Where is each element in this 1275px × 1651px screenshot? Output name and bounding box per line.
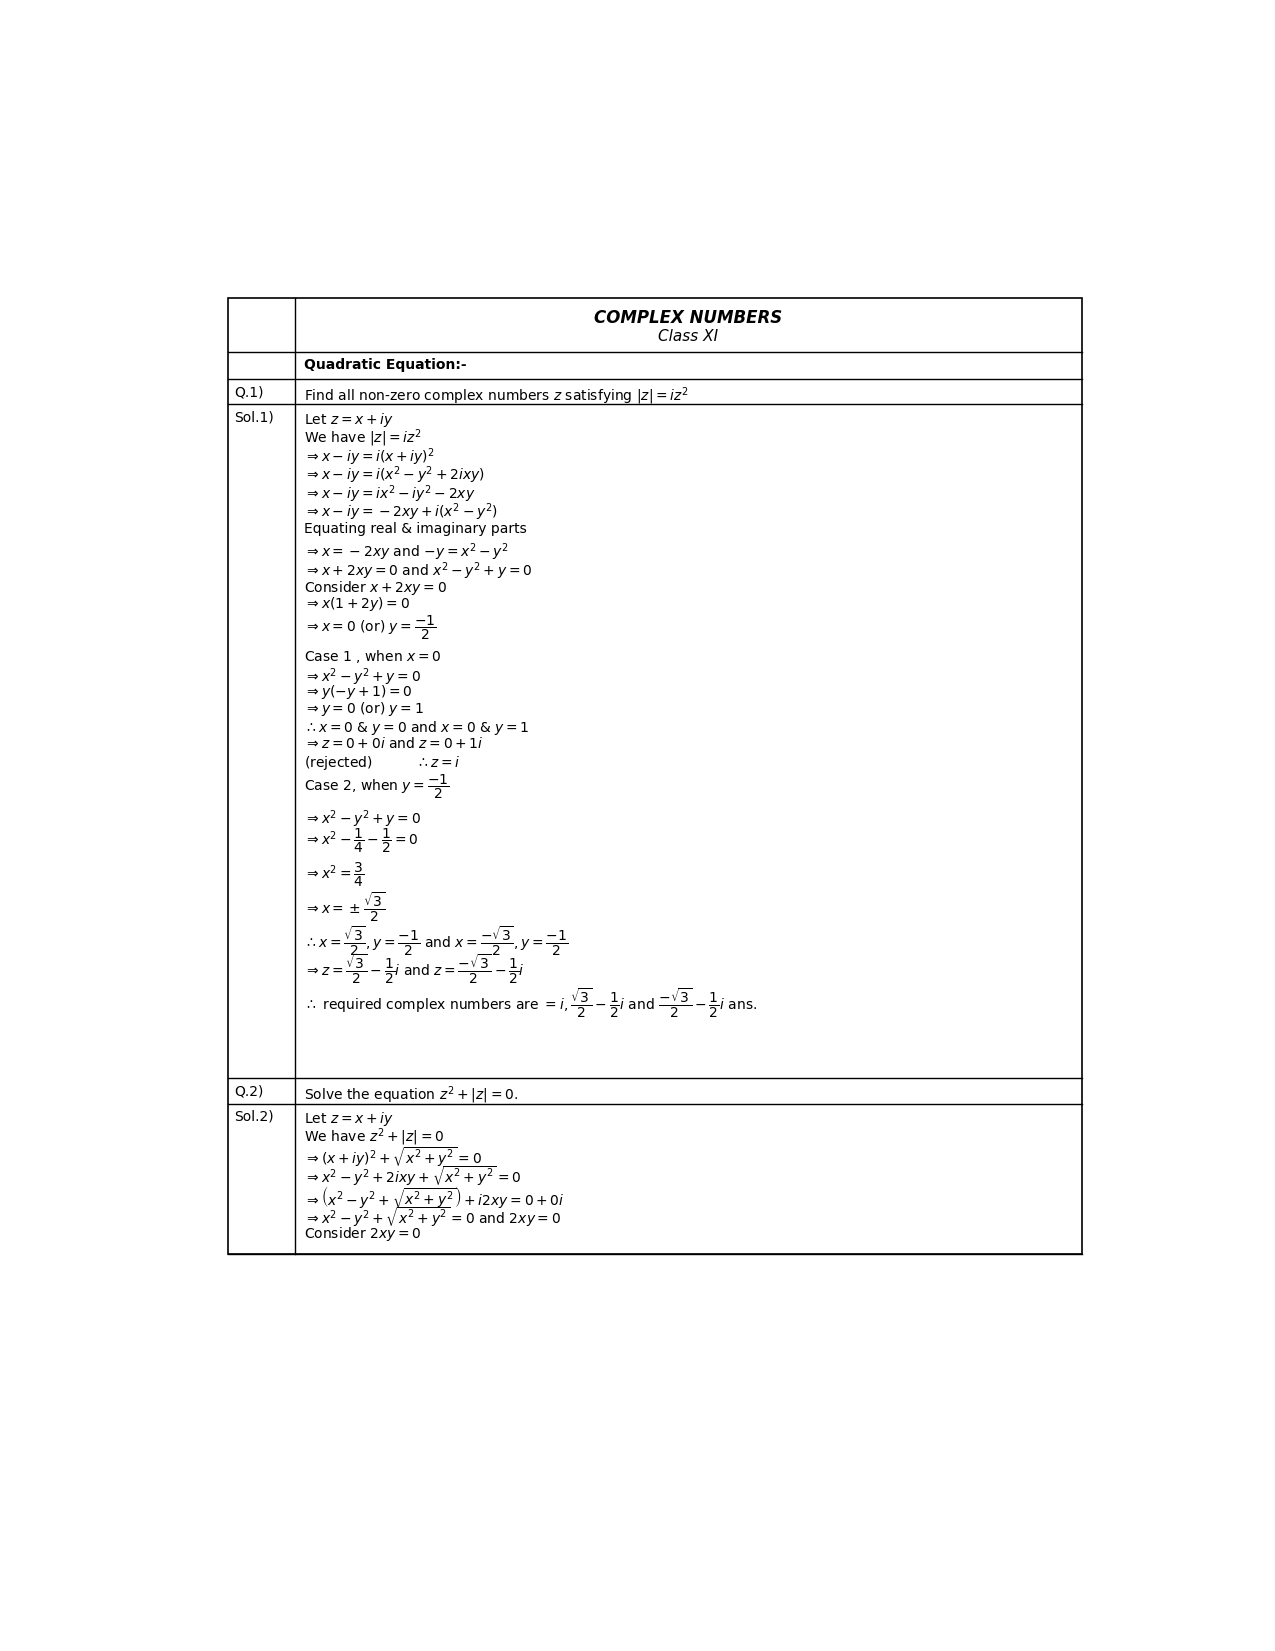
Text: Case 2, when $y = \dfrac{-1}{2}$: Case 2, when $y = \dfrac{-1}{2}$ (305, 773, 450, 801)
Text: Case 1 , when $x = 0$: Case 1 , when $x = 0$ (305, 647, 441, 665)
Text: $\Rightarrow x + 2xy = 0$ and $x^2 - y^2 + y = 0$: $\Rightarrow x + 2xy = 0$ and $x^2 - y^2… (305, 560, 533, 581)
Text: Q.2): Q.2) (233, 1085, 263, 1098)
Text: $\Rightarrow x - iy = ix^2 - iy^2 - 2xy$: $\Rightarrow x - iy = ix^2 - iy^2 - 2xy$ (305, 484, 476, 505)
Text: We have $|z| = iz^2$: We have $|z| = iz^2$ (305, 428, 422, 449)
Text: Find all non-zero complex numbers $z$ satisfying $|z| = iz^2$: Find all non-zero complex numbers $z$ sa… (305, 385, 688, 406)
Text: $\Rightarrow x - iy = -2xy + i(x^2 - y^2)$: $\Rightarrow x - iy = -2xy + i(x^2 - y^2… (305, 502, 499, 523)
Bar (227, 299, 1081, 1253)
Text: $\Rightarrow x = -2xy$ and $-y = x^2 - y^2$: $\Rightarrow x = -2xy$ and $-y = x^2 - y… (305, 542, 509, 563)
Text: $\Rightarrow x - iy = i(x^2 - y^2 + 2ixy)$: $\Rightarrow x - iy = i(x^2 - y^2 + 2ixy… (305, 464, 486, 485)
Text: $\Rightarrow x^2 - \dfrac{1}{4} - \dfrac{1}{2} = 0$: $\Rightarrow x^2 - \dfrac{1}{4} - \dfrac… (305, 827, 418, 855)
Text: Class XI: Class XI (658, 329, 718, 343)
Text: (rejected)          $\therefore z = i$: (rejected) $\therefore z = i$ (305, 755, 460, 773)
Text: COMPLEX NUMBERS: COMPLEX NUMBERS (594, 309, 783, 327)
Text: $\Rightarrow \left(x^2 - y^2 + \sqrt{x^2 + y^2}\right) + i2xy = 0 + 0i$: $\Rightarrow \left(x^2 - y^2 + \sqrt{x^2… (305, 1184, 565, 1210)
Text: Consider $2xy = 0$: Consider $2xy = 0$ (305, 1225, 422, 1243)
Text: Q.1): Q.1) (233, 385, 263, 400)
Text: Sol.1): Sol.1) (233, 411, 274, 424)
Text: $\Rightarrow x^2 - y^2 + y = 0$: $\Rightarrow x^2 - y^2 + y = 0$ (305, 667, 421, 688)
Text: $\Rightarrow z = \dfrac{\sqrt{3}}{2} - \dfrac{1}{2}i$ and $z = \dfrac{-\sqrt{3}}: $\Rightarrow z = \dfrac{\sqrt{3}}{2} - \… (305, 953, 525, 986)
Text: $\Rightarrow y = 0$ (or) $y = 1$: $\Rightarrow y = 0$ (or) $y = 1$ (305, 700, 425, 718)
Text: $\therefore$ required complex numbers are $= i, \dfrac{\sqrt{3}}{2} - \dfrac{1}{: $\therefore$ required complex numbers ar… (305, 987, 757, 1020)
Text: $\Rightarrow x = 0$ (or) $y = \dfrac{-1}{2}$: $\Rightarrow x = 0$ (or) $y = \dfrac{-1}… (305, 614, 437, 642)
Text: Sol.2): Sol.2) (233, 1109, 273, 1124)
Text: $\therefore x = \dfrac{\sqrt{3}}{2}, y = \dfrac{-1}{2}$ and $x = \dfrac{-\sqrt{3: $\therefore x = \dfrac{\sqrt{3}}{2}, y =… (305, 925, 569, 958)
Text: $\Rightarrow y(-y + 1) = 0$: $\Rightarrow y(-y + 1) = 0$ (305, 684, 413, 702)
Text: Equating real & imaginary parts: Equating real & imaginary parts (305, 522, 527, 535)
Text: $\Rightarrow z = 0 + 0i$ and $z = 0 + 1i$: $\Rightarrow z = 0 + 0i$ and $z = 0 + 1i… (305, 736, 484, 751)
Text: Quadratic Equation:-: Quadratic Equation:- (305, 358, 467, 371)
Text: $\Rightarrow x^2 - y^2 + y = 0$: $\Rightarrow x^2 - y^2 + y = 0$ (305, 807, 421, 829)
Text: $\Rightarrow x = \pm\dfrac{\sqrt{3}}{2}$: $\Rightarrow x = \pm\dfrac{\sqrt{3}}{2}$ (305, 892, 386, 925)
Text: Let $z = x + iy$: Let $z = x + iy$ (305, 1109, 394, 1128)
Text: $\Rightarrow x^2 - y^2 + \sqrt{x^2 + y^2} = 0$ and $2xy = 0$: $\Rightarrow x^2 - y^2 + \sqrt{x^2 + y^2… (305, 1205, 561, 1228)
Text: $\Rightarrow x^2 - y^2 + 2ixy + \sqrt{x^2 + y^2} = 0$: $\Rightarrow x^2 - y^2 + 2ixy + \sqrt{x^… (305, 1164, 521, 1187)
Text: Let $z = x + iy$: Let $z = x + iy$ (305, 411, 394, 429)
Text: $\Rightarrow x^2 = \dfrac{3}{4}$: $\Rightarrow x^2 = \dfrac{3}{4}$ (305, 860, 365, 888)
Text: We have $z^2 + |z| = 0$: We have $z^2 + |z| = 0$ (305, 1126, 445, 1149)
Text: Consider $x + 2xy = 0$: Consider $x + 2xy = 0$ (305, 578, 448, 596)
Text: $\Rightarrow (x + iy)^2 + \sqrt{x^2 + y^2} = 0$: $\Rightarrow (x + iy)^2 + \sqrt{x^2 + y^… (305, 1146, 482, 1169)
Text: $\therefore x = 0$ & $y = 0$ and $x = 0$ & $y = 1$: $\therefore x = 0$ & $y = 0$ and $x = 0$… (305, 718, 530, 736)
Text: $\Rightarrow x(1 + 2y) = 0$: $\Rightarrow x(1 + 2y) = 0$ (305, 596, 411, 614)
Text: $\Rightarrow x - iy = i(x + iy)^2$: $\Rightarrow x - iy = i(x + iy)^2$ (305, 446, 435, 467)
Text: Solve the equation $z^2 + |z| = 0$.: Solve the equation $z^2 + |z| = 0$. (305, 1085, 519, 1106)
